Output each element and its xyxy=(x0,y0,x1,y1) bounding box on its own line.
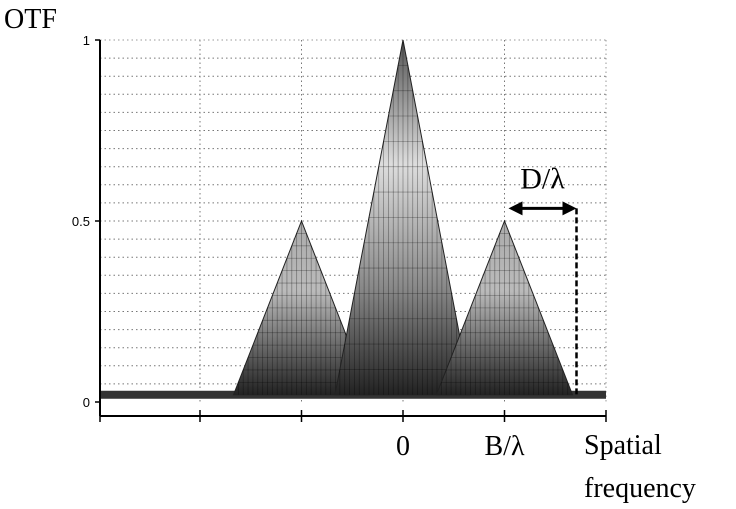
axes: 0 0.5 1 0 B/λ xyxy=(72,33,607,462)
x-tick-label: 0 xyxy=(396,431,410,462)
annotation-label: D/λ xyxy=(520,162,565,195)
peak-shape xyxy=(435,219,574,396)
annotation-arrowhead-right xyxy=(562,201,577,216)
central-peak xyxy=(334,39,472,396)
x-axis-label-line2: frequency xyxy=(584,473,696,504)
peak-shape xyxy=(334,39,472,396)
y-tick-label: 0.5 xyxy=(72,214,90,229)
otf-peaks xyxy=(100,39,606,399)
x-axis-label-line1: Spatial xyxy=(584,430,662,461)
x-tick-label: B/λ xyxy=(484,431,524,462)
y-axis-label: OTF xyxy=(4,4,57,35)
peak-shape xyxy=(232,219,371,396)
bandwidth-annotation: D/λ xyxy=(508,162,578,395)
right-side-peak xyxy=(435,219,574,396)
annotation-arrowhead-left xyxy=(508,201,523,216)
y-tick-label: 0 xyxy=(83,395,90,410)
y-tick-label: 1 xyxy=(83,33,90,48)
